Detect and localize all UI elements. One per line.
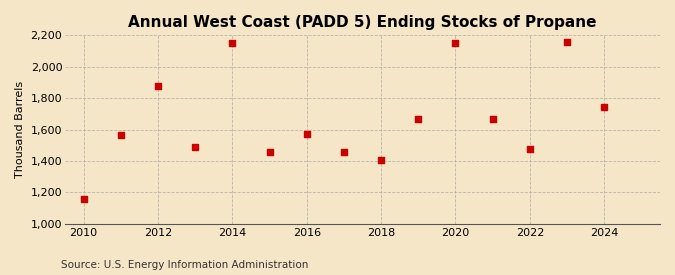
Point	[78, 197, 89, 201]
Point	[450, 41, 461, 45]
Y-axis label: Thousand Barrels: Thousand Barrels	[15, 81, 25, 178]
Point	[413, 116, 424, 121]
Point	[115, 133, 126, 137]
Point	[339, 150, 350, 155]
Point	[227, 41, 238, 45]
Point	[562, 39, 572, 44]
Point	[264, 149, 275, 154]
Point	[376, 158, 387, 163]
Point	[524, 147, 535, 152]
Point	[190, 145, 200, 149]
Point	[487, 117, 498, 122]
Point	[599, 104, 610, 109]
Point	[301, 132, 312, 136]
Title: Annual West Coast (PADD 5) Ending Stocks of Propane: Annual West Coast (PADD 5) Ending Stocks…	[128, 15, 597, 30]
Text: Source: U.S. Energy Information Administration: Source: U.S. Energy Information Administ…	[61, 260, 308, 270]
Point	[153, 83, 163, 88]
